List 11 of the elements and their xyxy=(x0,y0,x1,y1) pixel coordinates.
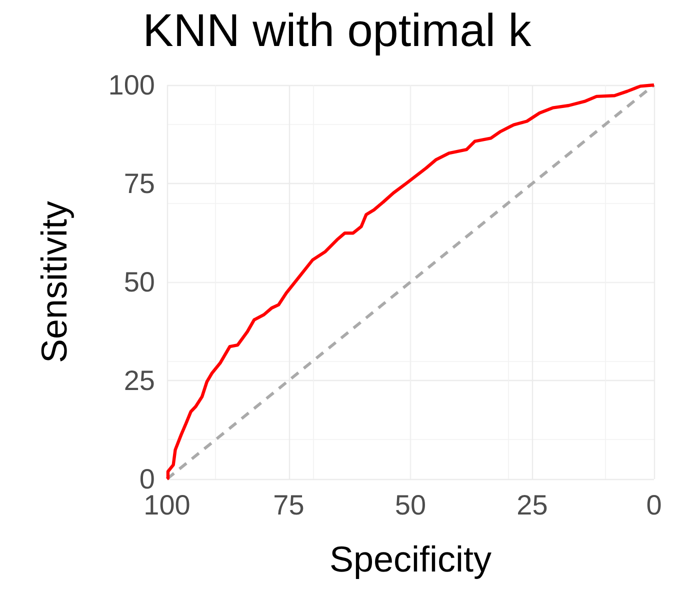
x-tick-label: 75 xyxy=(273,490,304,520)
x-axis-title: Specificity xyxy=(329,538,492,580)
x-tick-label: 0 xyxy=(646,490,662,520)
y-tick-label: 75 xyxy=(124,168,155,199)
y-tick-label: 50 xyxy=(124,266,155,298)
y-axis-title: Sensitivity xyxy=(34,200,74,364)
x-tick-label: 25 xyxy=(516,490,548,520)
chart-title: KNN with optimal k xyxy=(142,4,532,56)
y-tick-label: 100 xyxy=(108,70,155,100)
x-tick-label: 50 xyxy=(394,490,426,520)
y-tick-label: 25 xyxy=(124,365,155,396)
